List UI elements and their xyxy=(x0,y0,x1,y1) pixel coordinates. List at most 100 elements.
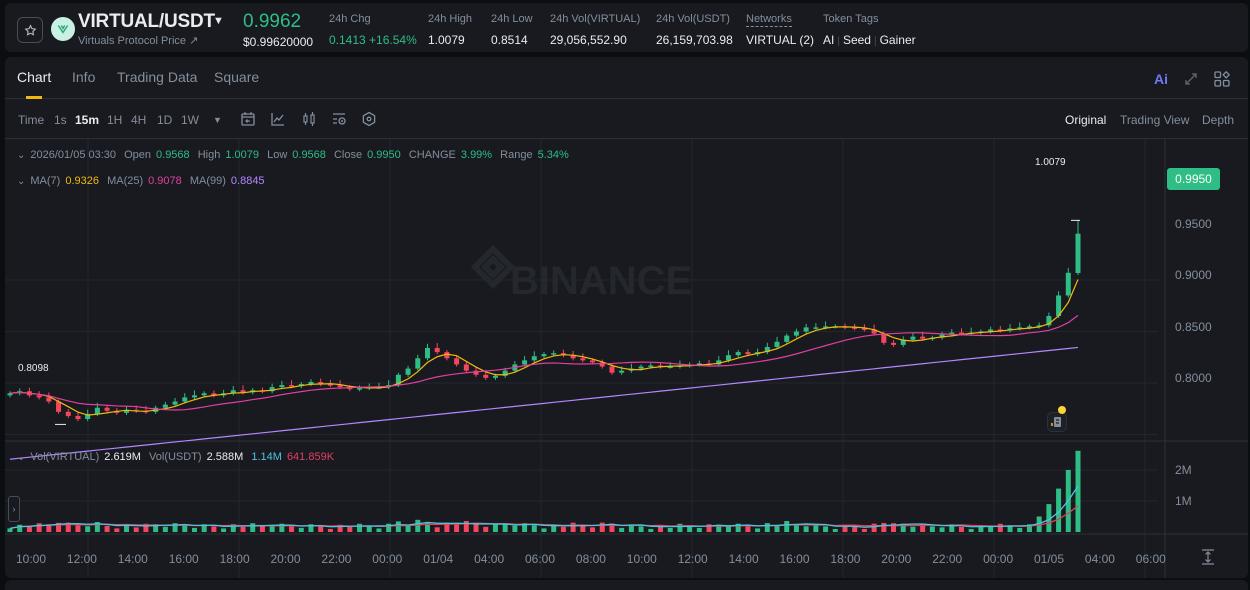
candle-type-icon[interactable] xyxy=(301,111,317,127)
x-axis-label: 00:00 xyxy=(983,552,1014,566)
token-tags-label: Token Tags xyxy=(823,13,879,25)
x-axis-label: 08:00 xyxy=(575,552,606,566)
range-value: 5.34% xyxy=(537,149,569,161)
change-value: 3.99% xyxy=(460,149,493,161)
stat-label: 24h Vol(USDT) xyxy=(656,13,730,25)
current-price-tag: 0.9950 xyxy=(1167,168,1220,190)
chevron-down-icon[interactable]: ⌄ xyxy=(17,176,26,187)
tag-separator: | xyxy=(873,36,877,47)
range-label: Range xyxy=(500,149,533,161)
high-marker: 1.0079 xyxy=(1035,157,1066,168)
vol-ma5-value: 1.14M xyxy=(251,451,282,463)
vol-axis-label: 2M xyxy=(1175,463,1192,477)
stat-value: 0.8514 xyxy=(491,33,528,47)
ticker-bar: VIRTUAL/USDT ▼ Virtuals Protocol Price ↗… xyxy=(5,3,1248,52)
interval-1d[interactable]: 1D xyxy=(157,113,173,127)
ma25-value: 0.9078 xyxy=(148,175,182,187)
ma99-value: 0.8845 xyxy=(230,175,265,187)
tab-trading-data[interactable]: Trading Data xyxy=(117,69,198,85)
interval-1h[interactable]: 1H xyxy=(107,113,123,127)
chevron-down-icon[interactable]: ⌄ xyxy=(17,452,26,463)
x-axis-label: 00:00 xyxy=(372,552,403,566)
stat-value: 0.1413 +16.54% xyxy=(329,33,417,47)
view-original[interactable]: Original xyxy=(1065,113,1107,127)
interval-1s[interactable]: 1s xyxy=(54,113,67,127)
calendar-icon[interactable] xyxy=(240,111,256,127)
x-axis-label: 06:00 xyxy=(525,552,556,566)
networks-label[interactable]: Networks xyxy=(746,13,792,27)
chart-panel: Chart Info Trading Data Square Ai Time 1… xyxy=(5,57,1248,578)
active-tab-indicator xyxy=(26,96,42,99)
x-axis-label: 12:00 xyxy=(66,552,97,566)
favorite-button[interactable] xyxy=(17,17,43,43)
chevron-down-icon[interactable]: ▼ xyxy=(213,15,224,27)
high-value: 1.0079 xyxy=(225,149,260,161)
low-value: 0.9568 xyxy=(292,149,326,161)
settings-list-icon[interactable] xyxy=(331,111,347,127)
indicator-icon[interactable] xyxy=(270,111,286,127)
change-label: CHANGE xyxy=(408,149,456,161)
networks-value[interactable]: VIRTUAL (2) xyxy=(746,33,815,47)
expand-icon[interactable] xyxy=(1184,69,1198,89)
hexagon-settings-icon[interactable] xyxy=(361,111,377,127)
close-label: Close xyxy=(333,149,363,161)
time-label: Time xyxy=(18,113,45,127)
protocol-price-link[interactable]: Virtuals Protocol Price ↗ xyxy=(78,35,199,47)
stat-24h-high: 24h High 1.0079 xyxy=(428,13,472,47)
svg-text:BINANCE: BINANCE xyxy=(510,259,692,303)
more-intervals-dropdown[interactable]: ▼ xyxy=(213,115,222,125)
stat-label: 24h Chg xyxy=(329,13,371,25)
stat-networks[interactable]: Networks VIRTUAL (2) xyxy=(746,13,814,47)
pair-selector[interactable]: VIRTUAL/USDT xyxy=(78,11,215,32)
token-tags: Token Tags AI | Seed | Gainer xyxy=(823,13,916,47)
x-axis-label: 10:00 xyxy=(16,552,47,566)
x-axis-label: 18:00 xyxy=(830,552,861,566)
x-axis-label: 06:00 xyxy=(1135,552,1166,566)
ai-icon[interactable]: Ai xyxy=(1154,71,1168,87)
auto-scale-icon[interactable] xyxy=(1200,548,1216,566)
stat-label: 24h High xyxy=(428,13,473,25)
notes-icon[interactable] xyxy=(1047,412,1067,432)
vol-usdt-value: 2.588M xyxy=(206,451,244,463)
chevron-down-icon[interactable]: ⌄ xyxy=(17,150,26,161)
open-value: 0.9568 xyxy=(156,149,190,161)
x-axis-label: 20:00 xyxy=(881,552,912,566)
tag-separator: | xyxy=(837,36,840,47)
ma25-label: MA(25) xyxy=(107,175,144,187)
x-axis-label: 22:00 xyxy=(321,552,352,566)
y-axis-label: 0.8500 xyxy=(1175,320,1212,334)
view-trading-view[interactable]: Trading View xyxy=(1120,113,1190,127)
chart-toolbar: Time 1s 15m 1H 4H 1D 1W ▼ Original Tradi… xyxy=(5,99,1248,139)
candle-datetime: 2026/01/05 03:30 xyxy=(30,149,117,161)
interval-1w[interactable]: 1W xyxy=(181,113,199,127)
high-label: High xyxy=(197,149,221,161)
stat-label: 24h Vol(VIRTUAL) xyxy=(550,13,641,25)
last-price: 0.9962 xyxy=(243,11,302,32)
x-axis-label: 01/04 xyxy=(423,552,454,566)
interval-15m[interactable]: 15m xyxy=(75,113,100,127)
x-axis-label: 14:00 xyxy=(728,552,759,566)
layout-grid-icon[interactable] xyxy=(1214,69,1230,89)
stat-24h-low: 24h Low 0.8514 xyxy=(491,13,533,47)
stat-value: 29,056,552.90 xyxy=(550,33,627,47)
chevron-right-icon[interactable]: › xyxy=(8,496,20,522)
tag-gainer[interactable]: Gainer xyxy=(879,33,916,47)
x-axis-label: 16:00 xyxy=(168,552,199,566)
y-axis-label: 0.9000 xyxy=(1175,268,1212,282)
candlestick-chart[interactable]: BINANCE xyxy=(5,139,1248,578)
volume-legend: ⌄ Vol(VIRTUAL) 2.619M Vol(USDT) 2.588M 1.14… xyxy=(17,451,339,463)
interval-4h[interactable]: 4H xyxy=(131,113,147,127)
tab-info[interactable]: Info xyxy=(72,69,96,85)
y-axis-label: 0.8000 xyxy=(1175,371,1212,385)
tag-ai[interactable]: AI xyxy=(823,33,835,47)
stat-value: 1.0079 xyxy=(428,33,465,47)
stat-24h-change: 24h Chg 0.1413 +16.54% xyxy=(329,13,417,47)
star-icon xyxy=(24,23,36,36)
tag-seed[interactable]: Seed xyxy=(842,33,871,47)
ma-legend: ⌄ MA(7) 0.9326 MA(25) 0.9078 MA(99) 0.8845 xyxy=(17,175,270,187)
tab-square[interactable]: Square xyxy=(214,69,260,85)
stat-label: 24h Low xyxy=(491,13,533,25)
view-depth[interactable]: Depth xyxy=(1202,113,1235,127)
x-axis-label: 04:00 xyxy=(1084,552,1115,566)
tab-chart[interactable]: Chart xyxy=(17,69,52,85)
